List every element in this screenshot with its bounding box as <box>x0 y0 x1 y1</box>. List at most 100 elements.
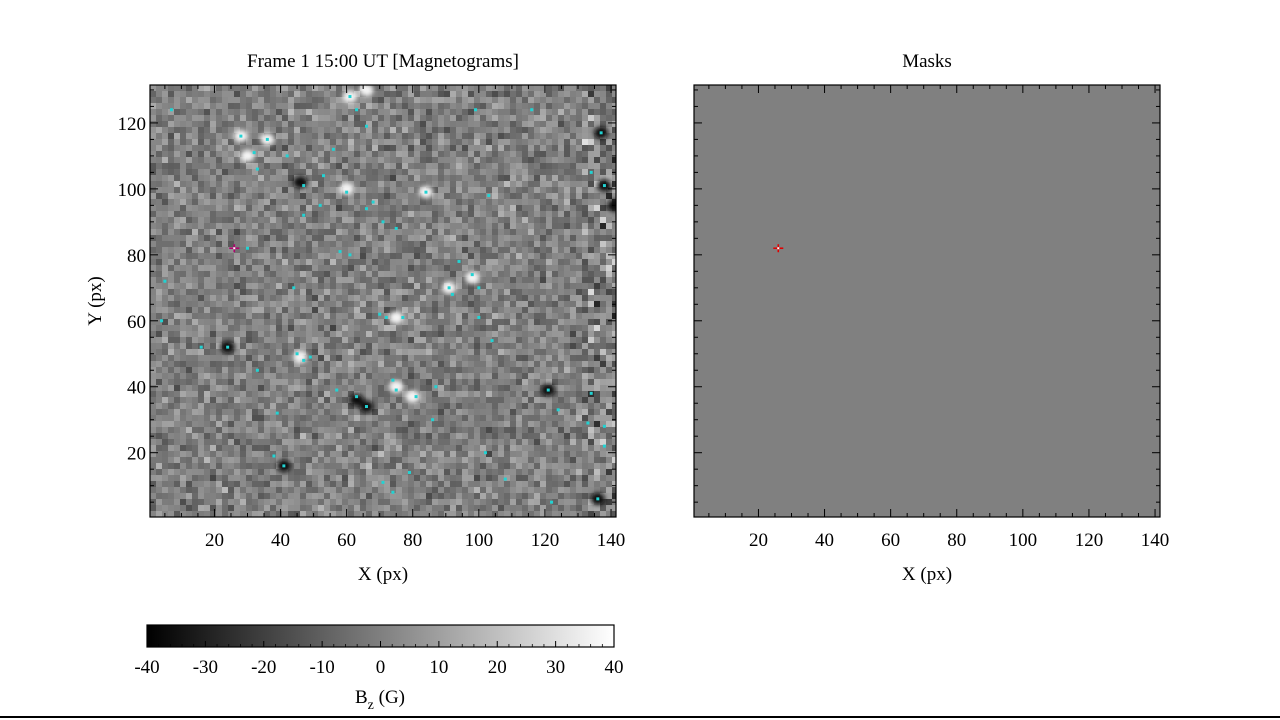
pixel <box>360 445 366 451</box>
pixel <box>510 331 516 337</box>
pixel <box>360 223 366 229</box>
pixel <box>540 211 546 217</box>
pixel <box>534 319 540 325</box>
pixel <box>432 85 438 91</box>
pixel <box>186 331 192 337</box>
pixel <box>504 451 510 457</box>
pixel <box>546 235 552 241</box>
pixel <box>282 229 288 235</box>
pixel <box>426 223 432 229</box>
pixel <box>432 277 438 283</box>
pixel <box>576 199 582 205</box>
pixel <box>222 331 228 337</box>
pixel <box>534 127 540 133</box>
pixel <box>366 97 372 103</box>
pixel <box>282 391 288 397</box>
pixel <box>534 337 540 343</box>
pixel <box>354 205 360 211</box>
pixel <box>258 211 264 217</box>
pixel <box>402 343 408 349</box>
pixel <box>450 205 456 211</box>
pixel <box>318 181 324 187</box>
pixel <box>228 295 234 301</box>
pixel <box>360 319 366 325</box>
pixel <box>522 223 528 229</box>
pixel <box>498 229 504 235</box>
pixel <box>222 97 228 103</box>
pixel <box>420 403 426 409</box>
pixel <box>426 151 432 157</box>
pixel <box>288 241 294 247</box>
pixel <box>414 433 420 439</box>
pixel <box>396 307 402 313</box>
pixel <box>414 319 420 325</box>
pixel <box>480 439 486 445</box>
pixel <box>246 307 252 313</box>
pixel <box>234 325 240 331</box>
pixel <box>486 163 492 169</box>
pixel <box>474 427 480 433</box>
pixel <box>432 403 438 409</box>
pixel <box>258 403 264 409</box>
pixel <box>534 373 540 379</box>
pixel <box>510 403 516 409</box>
pixel <box>348 217 354 223</box>
pixel <box>210 451 216 457</box>
pixel <box>354 439 360 445</box>
pixel <box>600 145 606 151</box>
pixel <box>504 301 510 307</box>
pixel <box>330 361 336 367</box>
pixel <box>294 151 300 157</box>
pixel <box>174 85 180 91</box>
pixel <box>270 175 276 181</box>
pixel <box>306 367 312 373</box>
pixel <box>588 457 594 463</box>
pixel <box>288 343 294 349</box>
pixel <box>306 91 312 97</box>
pixel <box>432 247 438 253</box>
pixel <box>198 235 204 241</box>
pixel <box>186 313 192 319</box>
pixel <box>546 115 552 121</box>
pixel <box>606 151 612 157</box>
pixel <box>498 283 504 289</box>
pixel <box>198 427 204 433</box>
pixel <box>186 463 192 469</box>
pixel <box>612 385 616 391</box>
pixel <box>216 139 222 145</box>
pixel <box>600 463 606 469</box>
pixel <box>354 301 360 307</box>
pixel <box>588 199 594 205</box>
pixel <box>600 277 606 283</box>
pixel <box>246 403 252 409</box>
pixel <box>366 457 372 463</box>
pixel <box>306 115 312 121</box>
pixel <box>546 223 552 229</box>
pixel <box>408 145 414 151</box>
pixel <box>432 457 438 463</box>
pixel <box>162 289 168 295</box>
pixel <box>432 379 438 385</box>
pixel <box>450 457 456 463</box>
pixel <box>216 415 222 421</box>
pixel <box>162 469 168 475</box>
pixel <box>366 133 372 139</box>
pixel <box>444 403 450 409</box>
pixel <box>378 145 384 151</box>
pixel <box>540 121 546 127</box>
pixel <box>294 415 300 421</box>
pixel <box>258 175 264 181</box>
pixel <box>240 127 246 133</box>
pixel <box>552 265 558 271</box>
pixel <box>468 445 474 451</box>
pixel <box>258 385 264 391</box>
pixel <box>594 169 600 175</box>
pixel <box>360 103 366 109</box>
pixel <box>150 409 156 415</box>
pixel <box>156 373 162 379</box>
pixel <box>192 169 198 175</box>
pixel <box>264 295 270 301</box>
pixel <box>192 193 198 199</box>
pixel <box>162 409 168 415</box>
pixel <box>480 199 486 205</box>
